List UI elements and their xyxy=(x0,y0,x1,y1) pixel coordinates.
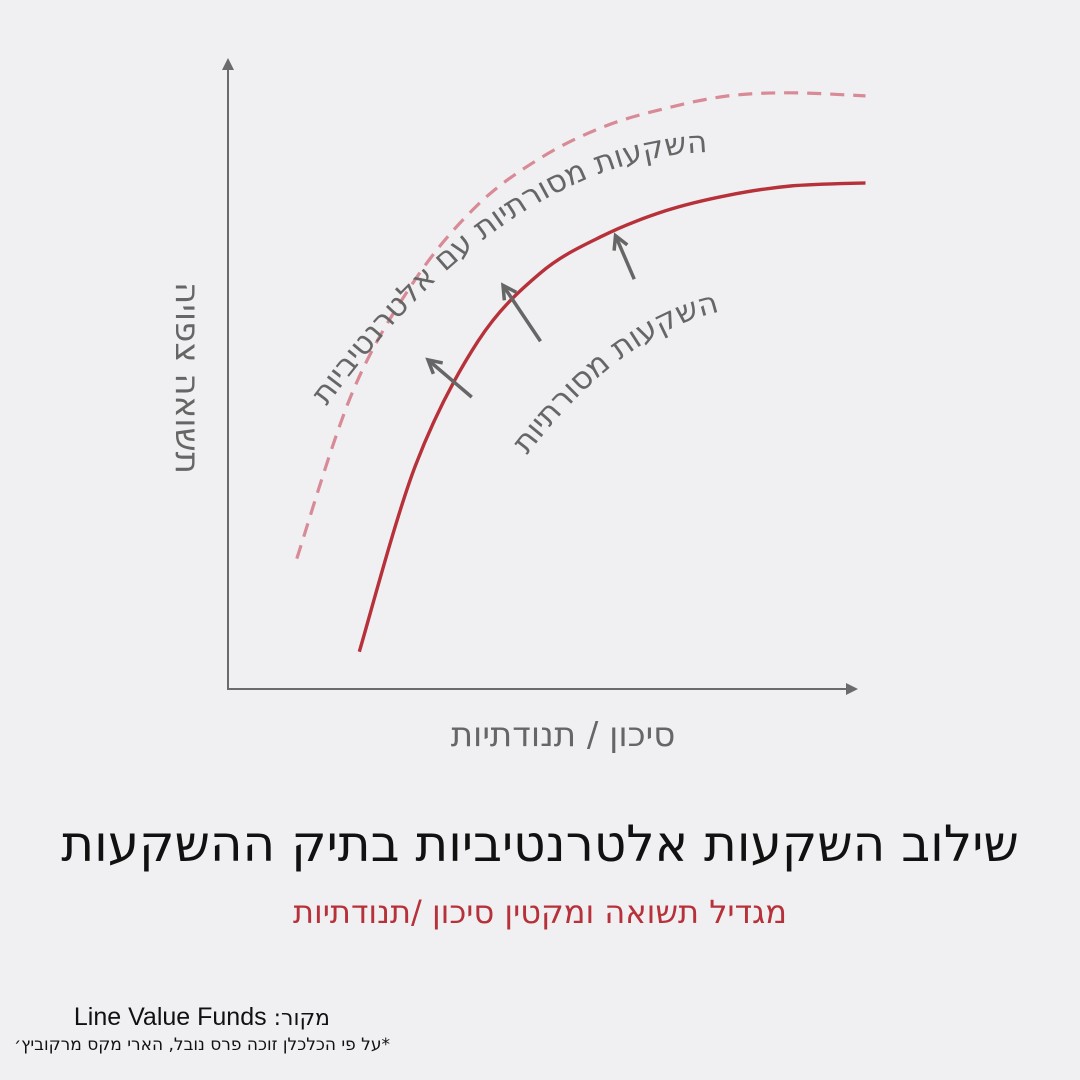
shift-arrow-head xyxy=(612,232,629,251)
x-axis-label: סיכון / תנודתיות xyxy=(451,715,676,755)
y-axis-arrowhead xyxy=(222,58,234,70)
shift-arrow-shaft xyxy=(501,284,542,343)
shift-arrow-shaft xyxy=(426,358,473,399)
chart-subtitle: מגדיל תשואה ומקטין סיכון /תנודתיות xyxy=(293,893,787,931)
x-axis-arrowhead xyxy=(846,683,858,695)
chart-title: שילוב השקעות אלטרנטיביות בתיק ההשקעות xyxy=(61,815,1019,873)
source-line: מקור: Line Value Funds xyxy=(30,1003,330,1032)
shift-arrows xyxy=(425,232,636,399)
series-layer xyxy=(295,91,866,653)
shift-arrow-shaft xyxy=(613,234,636,280)
chart: השקעות מסורתיות עם אלטרנטיביות השקעות מס… xyxy=(167,58,866,755)
footnote: *על פי הכלכלן זוכה פרס נובל, הארי מקס מר… xyxy=(14,1035,390,1055)
x-axis xyxy=(227,683,858,695)
series-label-traditional: השקעות מסורתיות xyxy=(505,284,722,460)
source-label: מקור: xyxy=(273,1006,330,1031)
source-name: Line Value Funds xyxy=(73,1003,267,1031)
series-line-traditional xyxy=(357,181,866,653)
shift-arrow-head xyxy=(500,282,518,301)
shift-arrow-head xyxy=(425,357,444,375)
shift-arrow-2 xyxy=(500,282,542,343)
shift-arrow-3 xyxy=(612,232,636,280)
y-axis-label: תשואה צפויה xyxy=(167,282,207,474)
series-line-with-alternatives xyxy=(295,91,866,560)
shift-arrow-1 xyxy=(425,357,473,399)
y-axis xyxy=(222,58,234,690)
series-label-with-alternatives: השקעות מסורתיות עם אלטרנטיביות xyxy=(304,124,708,411)
